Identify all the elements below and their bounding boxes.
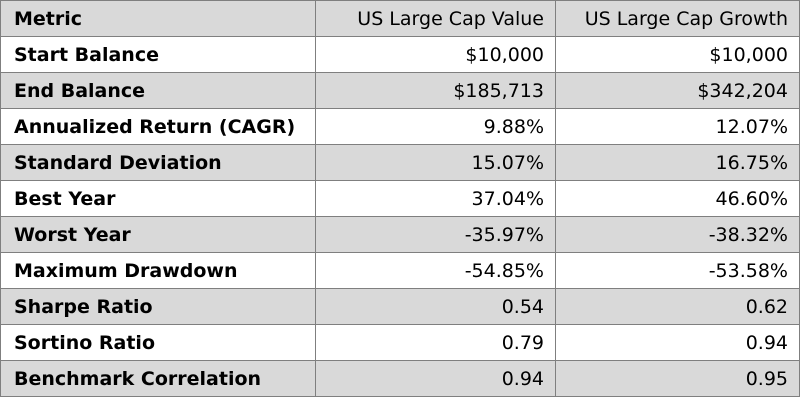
growth-cell: -53.58% <box>555 252 800 289</box>
value-cell: 0.54 <box>315 288 556 325</box>
header-metric: Metric <box>0 0 316 37</box>
table-row-benchmark-correlation: Benchmark Correlation 0.94 0.95 <box>0 360 800 397</box>
table-row-maximum-drawdown: Maximum Drawdown -54.85% -53.58% <box>0 252 800 289</box>
metric-label: Maximum Drawdown <box>0 252 316 289</box>
value-cell: -54.85% <box>315 252 556 289</box>
value-cell: $10,000 <box>315 36 556 73</box>
growth-cell: $10,000 <box>555 36 800 73</box>
table-row-annualized-return: Annualized Return (CAGR) 9.88% 12.07% <box>0 108 800 145</box>
metric-label: Benchmark Correlation <box>0 360 316 397</box>
metric-label: Sharpe Ratio <box>0 288 316 325</box>
metric-label: Start Balance <box>0 36 316 73</box>
value-cell: 0.94 <box>315 360 556 397</box>
growth-cell: 12.07% <box>555 108 800 145</box>
growth-cell: 0.62 <box>555 288 800 325</box>
metrics-comparison-table: Metric US Large Cap Value US Large Cap G… <box>0 0 800 397</box>
table-row-best-year: Best Year 37.04% 46.60% <box>0 180 800 217</box>
growth-cell: 0.95 <box>555 360 800 397</box>
value-cell: 0.79 <box>315 324 556 361</box>
metric-label: Best Year <box>0 180 316 217</box>
table-row-worst-year: Worst Year -35.97% -38.32% <box>0 216 800 253</box>
header-us-large-cap-growth: US Large Cap Growth <box>555 0 800 37</box>
table-row-end-balance: End Balance $185,713 $342,204 <box>0 72 800 109</box>
value-cell: 37.04% <box>315 180 556 217</box>
growth-cell: 0.94 <box>555 324 800 361</box>
metric-label: Worst Year <box>0 216 316 253</box>
value-cell: 15.07% <box>315 144 556 181</box>
table-header-row: Metric US Large Cap Value US Large Cap G… <box>0 0 800 37</box>
table-row-sortino-ratio: Sortino Ratio 0.79 0.94 <box>0 324 800 361</box>
growth-cell: 16.75% <box>555 144 800 181</box>
value-cell: 9.88% <box>315 108 556 145</box>
table-row-standard-deviation: Standard Deviation 15.07% 16.75% <box>0 144 800 181</box>
table-row-sharpe-ratio: Sharpe Ratio 0.54 0.62 <box>0 288 800 325</box>
header-us-large-cap-value: US Large Cap Value <box>315 0 556 37</box>
metric-label: Sortino Ratio <box>0 324 316 361</box>
metric-label: Standard Deviation <box>0 144 316 181</box>
growth-cell: $342,204 <box>555 72 800 109</box>
metric-label: Annualized Return (CAGR) <box>0 108 316 145</box>
value-cell: -35.97% <box>315 216 556 253</box>
metric-label: End Balance <box>0 72 316 109</box>
growth-cell: 46.60% <box>555 180 800 217</box>
value-cell: $185,713 <box>315 72 556 109</box>
table-row-start-balance: Start Balance $10,000 $10,000 <box>0 36 800 73</box>
growth-cell: -38.32% <box>555 216 800 253</box>
